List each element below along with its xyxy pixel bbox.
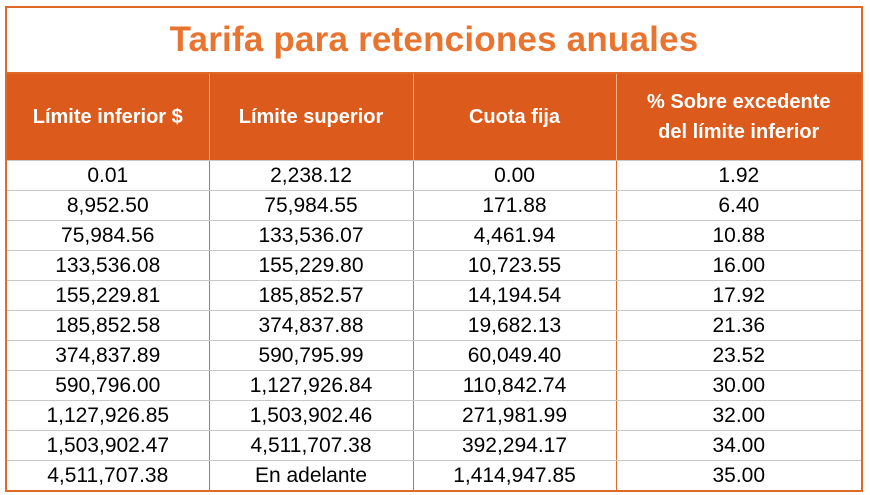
cell-lower-limit: 75,984.56: [7, 220, 210, 251]
header-upper-limit: Límite superior: [208, 74, 414, 161]
table-row: 155,229.81 185,852.57 14,194.54 17.92: [7, 280, 861, 311]
cell-lower-limit: 155,229.81: [7, 280, 210, 311]
cell-lower-limit: 590,796.00: [7, 370, 210, 401]
cell-fixed-fee: 14,194.54: [412, 280, 617, 311]
cell-lower-limit: 133,536.08: [7, 250, 210, 281]
cell-percent-excess: 30.00: [615, 370, 861, 401]
header-percent-line2: del límite inferior: [658, 121, 820, 143]
cell-percent-excess: 35.00: [615, 460, 861, 490]
cell-lower-limit: 4,511,707.38: [7, 460, 210, 490]
table-row: 1,127,926.85 1,503,902.46 271,981.99 32.00: [7, 400, 861, 431]
cell-lower-limit: 1,127,926.85: [7, 400, 210, 431]
cell-percent-excess: 6.40: [615, 190, 861, 221]
header-fixed-fee: Cuota fija: [412, 74, 617, 161]
table-row: 8,952.50 75,984.55 171.88 6.40: [7, 190, 861, 221]
cell-percent-excess: 21.36: [615, 310, 861, 341]
page-title: Tarifa para retenciones anuales: [7, 8, 861, 74]
cell-fixed-fee: 60,049.40: [412, 340, 617, 371]
header-percent-excess: % Sobre excedente del límite inferior: [615, 74, 861, 161]
table-row: 133,536.08 155,229.80 10,723.55 16.00: [7, 250, 861, 281]
table-row: 590,796.00 1,127,926.84 110,842.74 30.00: [7, 370, 861, 401]
cell-lower-limit: 1,503,902.47: [7, 430, 210, 461]
header-percent-line1: % Sobre excedente: [647, 91, 831, 113]
cell-percent-excess: 17.92: [615, 280, 861, 311]
cell-upper-limit: 185,852.57: [208, 280, 414, 311]
cell-fixed-fee: 110,842.74: [412, 370, 617, 401]
cell-lower-limit: 0.01: [7, 160, 210, 191]
cell-upper-limit: 133,536.07: [208, 220, 414, 251]
cell-percent-excess: 32.00: [615, 400, 861, 431]
cell-fixed-fee: 4,461.94: [412, 220, 617, 251]
tariff-sheet: Tarifa para retenciones anuales Límite i…: [5, 6, 863, 492]
table-row: 75,984.56 133,536.07 4,461.94 10.88: [7, 220, 861, 251]
cell-upper-limit: 155,229.80: [208, 250, 414, 281]
table-row: 4,511,707.38 En adelante 1,414,947.85 35.00: [7, 460, 861, 490]
cell-percent-excess: 10.88: [615, 220, 861, 251]
header-row: Límite inferior $ Límite superior Cuota …: [7, 74, 861, 161]
cell-upper-limit: 1,127,926.84: [208, 370, 414, 401]
cell-lower-limit: 185,852.58: [7, 310, 210, 341]
cell-fixed-fee: 10,723.55: [412, 250, 617, 281]
header-lower-limit: Límite inferior $: [7, 74, 210, 161]
table-body: 0.01 2,238.12 0.00 1.92 8,952.50 75,984.55 171…: [7, 160, 861, 490]
cell-fixed-fee: 0.00: [412, 160, 617, 191]
cell-fixed-fee: 271,981.99: [412, 400, 617, 431]
cell-fixed-fee: 1,414,947.85: [412, 460, 617, 490]
cell-upper-limit: 1,503,902.46: [208, 400, 414, 431]
cell-lower-limit: 374,837.89: [7, 340, 210, 371]
cell-upper-limit: 2,238.12: [208, 160, 414, 191]
cell-upper-limit: 374,837.88: [208, 310, 414, 341]
table-row: 185,852.58 374,837.88 19,682.13 21.36: [7, 310, 861, 341]
cell-upper-limit: En adelante: [208, 460, 414, 490]
cell-upper-limit: 4,511,707.38: [208, 430, 414, 461]
cell-fixed-fee: 19,682.13: [412, 310, 617, 341]
cell-lower-limit: 8,952.50: [7, 190, 210, 221]
table-row: 1,503,902.47 4,511,707.38 392,294.17 34.00: [7, 430, 861, 461]
table-row: 0.01 2,238.12 0.00 1.92: [7, 160, 861, 191]
cell-upper-limit: 75,984.55: [208, 190, 414, 221]
cell-percent-excess: 1.92: [615, 160, 861, 191]
cell-fixed-fee: 392,294.17: [412, 430, 617, 461]
cell-fixed-fee: 171.88: [412, 190, 617, 221]
tariff-table: Límite inferior $ Límite superior Cuota …: [7, 74, 861, 490]
cell-percent-excess: 34.00: [615, 430, 861, 461]
cell-upper-limit: 590,795.99: [208, 340, 414, 371]
cell-percent-excess: 23.52: [615, 340, 861, 371]
table-row: 374,837.89 590,795.99 60,049.40 23.52: [7, 340, 861, 371]
cell-percent-excess: 16.00: [615, 250, 861, 281]
